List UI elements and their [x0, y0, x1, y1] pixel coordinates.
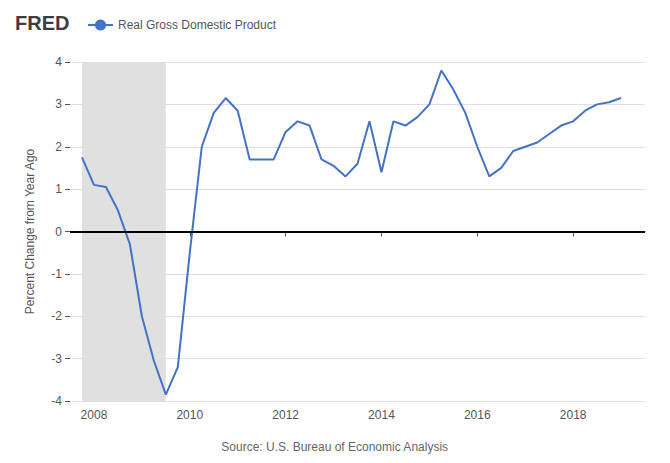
svg-text:-3: -3	[51, 352, 62, 366]
svg-text:2010: 2010	[176, 408, 203, 422]
svg-text:2012: 2012	[272, 408, 299, 422]
svg-text:Percent Change from Year Ago: Percent Change from Year Ago	[23, 148, 37, 314]
svg-text:-2: -2	[51, 309, 62, 323]
svg-text:2018: 2018	[560, 408, 587, 422]
svg-text:4: 4	[55, 55, 62, 69]
svg-text:0: 0	[55, 225, 62, 239]
svg-text:1: 1	[55, 182, 62, 196]
svg-text:-1: -1	[51, 267, 62, 281]
svg-text:2: 2	[55, 140, 62, 154]
svg-text:Source: U.S. Bureau of Economi: Source: U.S. Bureau of Economic Analysis	[221, 440, 448, 454]
svg-text:FRED: FRED	[15, 12, 69, 34]
svg-text:-4: -4	[51, 394, 62, 408]
svg-text:Real Gross Domestic Product: Real Gross Domestic Product	[118, 18, 277, 32]
svg-text:2014: 2014	[368, 408, 395, 422]
svg-text:3: 3	[55, 97, 62, 111]
svg-text:2008: 2008	[81, 408, 108, 422]
svg-text:2016: 2016	[464, 408, 491, 422]
